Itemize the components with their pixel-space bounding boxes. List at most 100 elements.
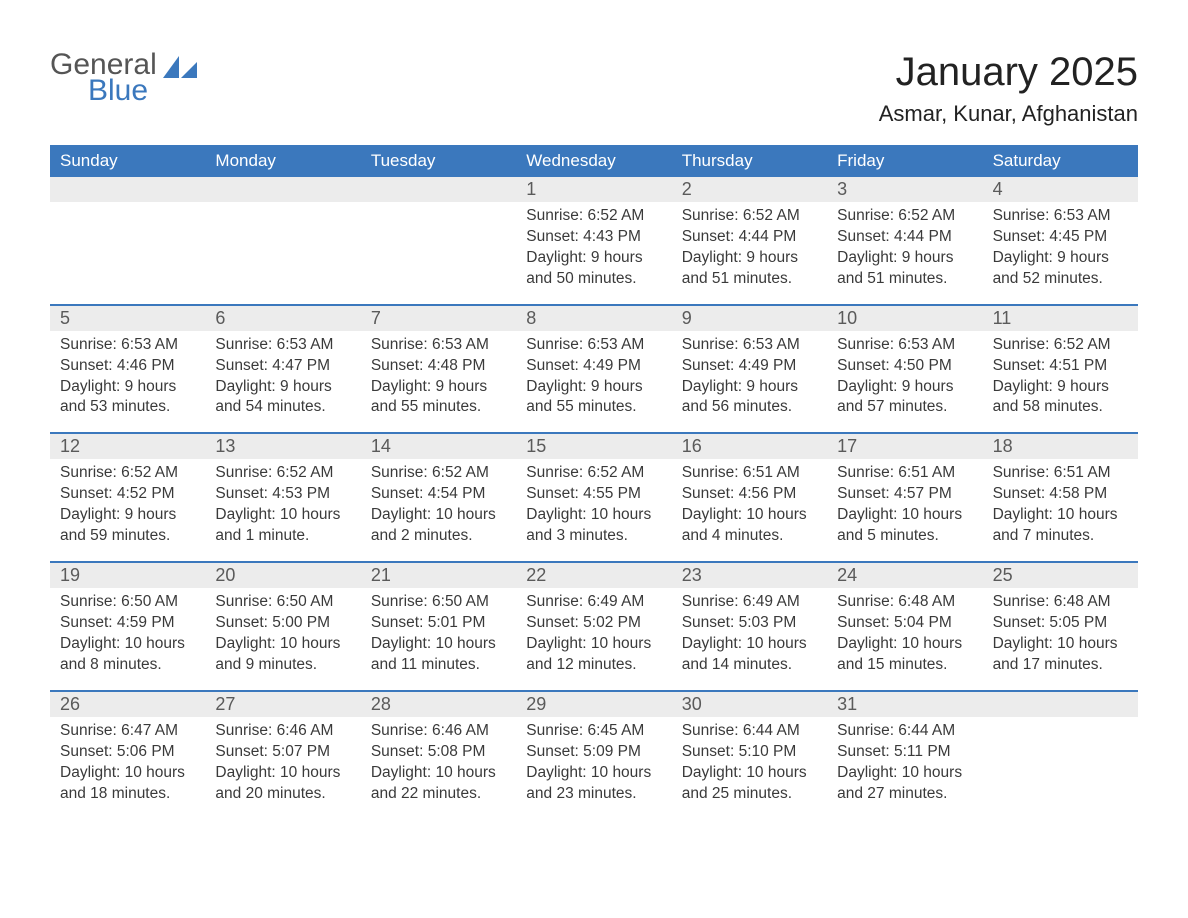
sunrise-text: Sunrise: 6:50 AM: [60, 592, 195, 613]
calendar: Sunday Monday Tuesday Wednesday Thursday…: [50, 145, 1138, 818]
day-number: 23: [672, 563, 827, 588]
details-row: Sunrise: 6:50 AMSunset: 4:59 PMDaylight:…: [50, 588, 1138, 690]
day-number: 25: [983, 563, 1138, 588]
day-number: 4: [983, 177, 1138, 202]
day-number: [205, 177, 360, 202]
weekday-header-row: Sunday Monday Tuesday Wednesday Thursday…: [50, 145, 1138, 177]
day-number: 21: [361, 563, 516, 588]
day-details: [50, 202, 205, 304]
daylight-text: Daylight: 10 hours and 7 minutes.: [993, 505, 1128, 547]
details-row: Sunrise: 6:52 AMSunset: 4:43 PMDaylight:…: [50, 202, 1138, 304]
logo: General Blue: [50, 50, 199, 106]
daylight-text: Daylight: 10 hours and 5 minutes.: [837, 505, 972, 547]
sunset-text: Sunset: 4:59 PM: [60, 613, 195, 634]
day-number: 13: [205, 434, 360, 459]
week-row: 262728293031Sunrise: 6:47 AMSunset: 5:06…: [50, 690, 1138, 819]
daylight-text: Daylight: 9 hours and 56 minutes.: [682, 377, 817, 419]
day-details: Sunrise: 6:45 AMSunset: 5:09 PMDaylight:…: [516, 717, 671, 819]
daylight-text: Daylight: 10 hours and 25 minutes.: [682, 763, 817, 805]
day-number: 16: [672, 434, 827, 459]
sunrise-text: Sunrise: 6:50 AM: [215, 592, 350, 613]
day-number: 15: [516, 434, 671, 459]
sunrise-text: Sunrise: 6:52 AM: [526, 206, 661, 227]
location-label: Asmar, Kunar, Afghanistan: [879, 101, 1138, 127]
day-number: 7: [361, 306, 516, 331]
day-details: Sunrise: 6:52 AMSunset: 4:54 PMDaylight:…: [361, 459, 516, 561]
daynum-row: 262728293031: [50, 692, 1138, 717]
day-details: Sunrise: 6:50 AMSunset: 5:00 PMDaylight:…: [205, 588, 360, 690]
daylight-text: Daylight: 10 hours and 17 minutes.: [993, 634, 1128, 676]
day-details: Sunrise: 6:51 AMSunset: 4:56 PMDaylight:…: [672, 459, 827, 561]
daylight-text: Daylight: 9 hours and 59 minutes.: [60, 505, 195, 547]
month-title: January 2025: [879, 50, 1138, 95]
details-row: Sunrise: 6:53 AMSunset: 4:46 PMDaylight:…: [50, 331, 1138, 433]
day-number: 28: [361, 692, 516, 717]
details-row: Sunrise: 6:52 AMSunset: 4:52 PMDaylight:…: [50, 459, 1138, 561]
daylight-text: Daylight: 9 hours and 55 minutes.: [371, 377, 506, 419]
day-details: Sunrise: 6:53 AMSunset: 4:50 PMDaylight:…: [827, 331, 982, 433]
sunrise-text: Sunrise: 6:53 AM: [60, 335, 195, 356]
sunset-text: Sunset: 4:58 PM: [993, 484, 1128, 505]
sunset-text: Sunset: 4:54 PM: [371, 484, 506, 505]
sunset-text: Sunset: 4:53 PM: [215, 484, 350, 505]
day-details: [205, 202, 360, 304]
sunrise-text: Sunrise: 6:52 AM: [60, 463, 195, 484]
day-number: 20: [205, 563, 360, 588]
day-details: Sunrise: 6:52 AMSunset: 4:51 PMDaylight:…: [983, 331, 1138, 433]
day-details: Sunrise: 6:47 AMSunset: 5:06 PMDaylight:…: [50, 717, 205, 819]
day-details: Sunrise: 6:46 AMSunset: 5:08 PMDaylight:…: [361, 717, 516, 819]
sunrise-text: Sunrise: 6:44 AM: [682, 721, 817, 742]
weekday-header: Sunday: [50, 145, 205, 177]
sunrise-text: Sunrise: 6:46 AM: [371, 721, 506, 742]
day-number: 11: [983, 306, 1138, 331]
daylight-text: Daylight: 9 hours and 50 minutes.: [526, 248, 661, 290]
daylight-text: Daylight: 10 hours and 14 minutes.: [682, 634, 817, 676]
day-details: Sunrise: 6:52 AMSunset: 4:55 PMDaylight:…: [516, 459, 671, 561]
day-number: 10: [827, 306, 982, 331]
daylight-text: Daylight: 9 hours and 54 minutes.: [215, 377, 350, 419]
sunrise-text: Sunrise: 6:49 AM: [682, 592, 817, 613]
sunrise-text: Sunrise: 6:52 AM: [215, 463, 350, 484]
sunset-text: Sunset: 4:44 PM: [837, 227, 972, 248]
sunset-text: Sunset: 4:51 PM: [993, 356, 1128, 377]
sunset-text: Sunset: 5:00 PM: [215, 613, 350, 634]
sunset-text: Sunset: 4:49 PM: [682, 356, 817, 377]
daylight-text: Daylight: 9 hours and 52 minutes.: [993, 248, 1128, 290]
day-number: 3: [827, 177, 982, 202]
day-number: 1: [516, 177, 671, 202]
day-number: 29: [516, 692, 671, 717]
weekday-header: Saturday: [983, 145, 1138, 177]
day-number: 9: [672, 306, 827, 331]
daylight-text: Daylight: 10 hours and 22 minutes.: [371, 763, 506, 805]
daylight-text: Daylight: 10 hours and 15 minutes.: [837, 634, 972, 676]
sunrise-text: Sunrise: 6:48 AM: [993, 592, 1128, 613]
details-row: Sunrise: 6:47 AMSunset: 5:06 PMDaylight:…: [50, 717, 1138, 819]
day-number: 22: [516, 563, 671, 588]
sunrise-text: Sunrise: 6:52 AM: [837, 206, 972, 227]
sunrise-text: Sunrise: 6:48 AM: [837, 592, 972, 613]
daylight-text: Daylight: 10 hours and 27 minutes.: [837, 763, 972, 805]
sunset-text: Sunset: 4:47 PM: [215, 356, 350, 377]
sunrise-text: Sunrise: 6:53 AM: [682, 335, 817, 356]
sunrise-text: Sunrise: 6:53 AM: [215, 335, 350, 356]
sunset-text: Sunset: 5:10 PM: [682, 742, 817, 763]
sunset-text: Sunset: 5:09 PM: [526, 742, 661, 763]
sunset-text: Sunset: 4:55 PM: [526, 484, 661, 505]
daylight-text: Daylight: 9 hours and 57 minutes.: [837, 377, 972, 419]
daylight-text: Daylight: 10 hours and 9 minutes.: [215, 634, 350, 676]
day-details: Sunrise: 6:51 AMSunset: 4:58 PMDaylight:…: [983, 459, 1138, 561]
daylight-text: Daylight: 10 hours and 20 minutes.: [215, 763, 350, 805]
daylight-text: Daylight: 10 hours and 1 minute.: [215, 505, 350, 547]
day-number: 14: [361, 434, 516, 459]
page-header: General Blue January 2025 Asmar, Kunar, …: [50, 50, 1138, 127]
daylight-text: Daylight: 10 hours and 3 minutes.: [526, 505, 661, 547]
day-number: 26: [50, 692, 205, 717]
sunrise-text: Sunrise: 6:52 AM: [371, 463, 506, 484]
week-row: 19202122232425Sunrise: 6:50 AMSunset: 4:…: [50, 561, 1138, 690]
weekday-header: Wednesday: [516, 145, 671, 177]
day-number: [983, 692, 1138, 717]
week-row: 567891011Sunrise: 6:53 AMSunset: 4:46 PM…: [50, 304, 1138, 433]
sunrise-text: Sunrise: 6:53 AM: [993, 206, 1128, 227]
logo-sail-icon: [163, 56, 199, 80]
sunset-text: Sunset: 4:56 PM: [682, 484, 817, 505]
